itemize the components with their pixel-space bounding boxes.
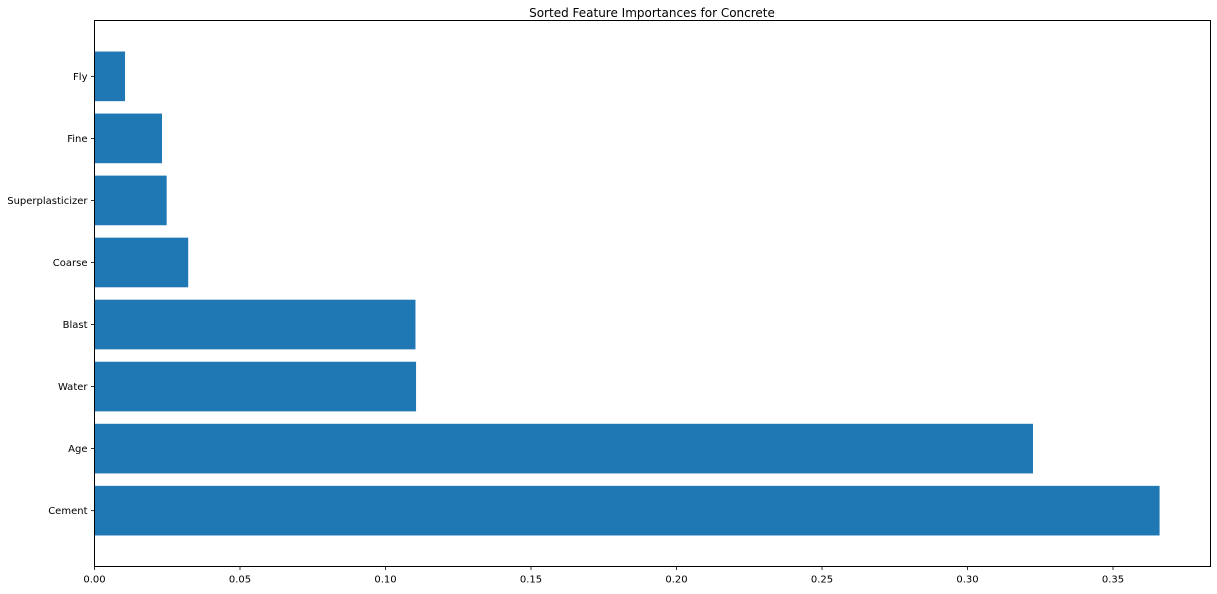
- y-tick-label: Blast: [63, 320, 88, 331]
- bar-coarse: [94, 237, 189, 288]
- x-tick-label: 0.30: [956, 575, 978, 586]
- y-tick-label: Fly: [73, 72, 88, 83]
- x-axis-ticks: 0.00 0.05 0.10 0.15 0.20 0.25 0.30 0.35: [83, 566, 1124, 586]
- x-tick-label: 0.15: [520, 575, 542, 586]
- chart-title: Sorted Feature Importances for Concrete: [529, 6, 775, 20]
- bar-cement: [94, 485, 1160, 536]
- bar-fly: [94, 51, 126, 102]
- y-tick-label: Cement: [48, 506, 87, 517]
- bar-age: [94, 423, 1033, 474]
- x-tick-label: 0.00: [83, 575, 105, 586]
- y-axis-ticks: Cement Age Water Blast Coarse Superplasticize…: [7, 72, 95, 517]
- y-tick-label: Coarse: [53, 258, 88, 269]
- x-tick-label: 0.25: [811, 575, 833, 586]
- x-tick-label: 0.20: [665, 575, 687, 586]
- bars-group: [94, 51, 1160, 536]
- y-tick-label: Water: [58, 382, 88, 393]
- x-tick-label: 0.05: [229, 575, 251, 586]
- x-tick-label: 0.35: [1102, 575, 1124, 586]
- bar-fine: [94, 113, 163, 164]
- y-tick-label: Age: [68, 444, 87, 455]
- x-tick-label: 0.10: [374, 575, 396, 586]
- bar-superplasticizer: [94, 175, 167, 226]
- y-tick-label: Fine: [67, 134, 87, 145]
- plot-frame: [94, 20, 1211, 567]
- y-tick-label: Superplasticizer: [7, 196, 88, 207]
- bar-blast: [94, 299, 416, 350]
- bar-water: [94, 361, 417, 412]
